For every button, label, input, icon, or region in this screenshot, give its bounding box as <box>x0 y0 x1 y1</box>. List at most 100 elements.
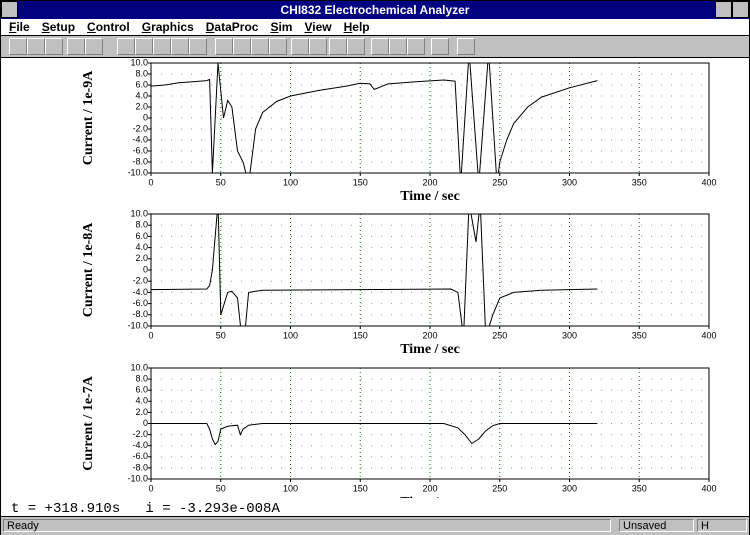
y-tick-label: 6.0 <box>135 79 148 89</box>
x-tick-label: 350 <box>632 177 647 187</box>
y-tick-label: -10.0 <box>127 167 148 177</box>
toolbar-button[interactable] <box>457 38 475 55</box>
y-tick-label: 2.0 <box>135 101 148 111</box>
y-tick-label: -10.0 <box>127 473 148 483</box>
toolbar-button[interactable] <box>371 38 389 55</box>
menu-item[interactable]: DataProc <box>205 20 259 34</box>
y-tick-label: -4.0 <box>132 440 148 450</box>
maximize-button[interactable] <box>732 1 749 18</box>
x-tick-label: 350 <box>632 483 647 493</box>
trace <box>151 423 598 446</box>
x-tick-label: 400 <box>701 483 716 493</box>
toolbar-button[interactable] <box>171 38 189 55</box>
toolbar <box>1 36 749 58</box>
menu-item[interactable]: Sim <box>270 20 293 34</box>
toolbar-button[interactable] <box>153 38 171 55</box>
toolbar-button[interactable] <box>251 38 269 55</box>
toolbar-button[interactable] <box>347 38 365 55</box>
toolbar-button[interactable] <box>291 38 309 55</box>
plot-frame <box>150 213 710 327</box>
y-tick-label: 4.0 <box>135 396 148 406</box>
toolbar-button[interactable] <box>269 38 287 55</box>
title-bar: CHI832 Electrochemical Analyzer <box>1 1 749 19</box>
y-tick-label: -4.0 <box>132 134 148 144</box>
x-tick-label: 150 <box>353 483 368 493</box>
y-tick-label: 2.0 <box>135 253 148 263</box>
x-tick-label: 200 <box>422 177 437 187</box>
toolbar-button[interactable] <box>431 38 449 55</box>
y-tick-label: 8.0 <box>135 373 148 383</box>
x-tick-label: 50 <box>216 330 226 340</box>
y-axis-label: Current / 1e-9A <box>81 70 96 165</box>
y-tick-label: 10.0 <box>130 58 148 67</box>
toolbar-button[interactable] <box>407 38 425 55</box>
x-tick-label: 50 <box>216 483 226 493</box>
toolbar-button[interactable] <box>389 38 407 55</box>
y-tick-label: 0 <box>143 264 148 274</box>
y-tick-label: -6.0 <box>132 298 148 308</box>
x-tick-label: 50 <box>216 177 226 187</box>
x-tick-label: 0 <box>148 483 153 493</box>
toolbar-button[interactable] <box>233 38 251 55</box>
menu-item[interactable]: View <box>304 20 332 34</box>
trace <box>151 214 598 326</box>
y-tick-label: -2.0 <box>132 429 148 439</box>
status-mode: H <box>697 519 747 532</box>
x-tick-label: 150 <box>353 177 368 187</box>
y-tick-label: 10.0 <box>130 208 148 218</box>
x-tick-label: 350 <box>632 330 647 340</box>
y-axis-label: Current / 1e-8A <box>81 222 96 317</box>
y-tick-label: -2.0 <box>132 123 148 133</box>
y-tick-label: -6.0 <box>132 451 148 461</box>
toolbar-button[interactable] <box>135 38 153 55</box>
y-tick-label: -8.0 <box>132 309 148 319</box>
menu-item[interactable]: Setup <box>41 20 76 34</box>
y-tick-label: 0 <box>143 418 148 428</box>
x-tick-label: 250 <box>492 330 507 340</box>
x-axis-label: Time / sec <box>400 342 460 357</box>
y-tick-label: 6.0 <box>135 231 148 241</box>
toolbar-button[interactable] <box>45 38 63 55</box>
x-tick-label: 0 <box>148 330 153 340</box>
toolbar-button[interactable] <box>189 38 207 55</box>
menu-item[interactable]: File <box>9 20 30 34</box>
x-axis-label: Time / sec <box>400 495 460 498</box>
y-tick-label: -10.0 <box>127 320 148 330</box>
minimize-button[interactable] <box>715 1 732 18</box>
x-tick-label: 250 <box>492 483 507 493</box>
x-tick-label: 100 <box>283 330 298 340</box>
x-tick-label: 300 <box>562 483 577 493</box>
status-file: Unsaved <box>619 519 694 532</box>
y-tick-label: 4.0 <box>135 90 148 100</box>
toolbar-button[interactable] <box>309 38 327 55</box>
x-tick-label: 250 <box>492 177 507 187</box>
y-tick-label: 2.0 <box>135 407 148 417</box>
menu-item[interactable]: Control <box>87 20 130 34</box>
plots: 10.08.06.04.02.00-2.0-4.0-6.0-8.0-10.00 5… <box>81 58 716 498</box>
toolbar-button[interactable] <box>215 38 233 55</box>
y-tick-label: -6.0 <box>132 145 148 155</box>
system-menu[interactable] <box>1 1 18 18</box>
y-tick-label: 6.0 <box>135 385 148 395</box>
y-tick-label: -4.0 <box>132 287 148 297</box>
y-tick-label: -8.0 <box>132 462 148 472</box>
cursor-readout: t = +318.910s i = -3.293e-008A <box>11 501 280 517</box>
x-tick-label: 400 <box>701 330 716 340</box>
trace <box>151 63 598 173</box>
toolbar-button[interactable] <box>9 38 27 55</box>
toolbar-button[interactable] <box>85 38 103 55</box>
y-tick-label: 8.0 <box>135 68 148 78</box>
toolbar-button[interactable] <box>117 38 135 55</box>
status-state: Ready <box>3 519 611 532</box>
menu-item[interactable]: Help <box>343 20 370 34</box>
x-tick-label: 100 <box>283 483 298 493</box>
toolbar-button[interactable] <box>329 38 347 55</box>
y-tick-label: 8.0 <box>135 220 148 230</box>
y-tick-label: -2.0 <box>132 276 148 286</box>
y-tick-label: 4.0 <box>135 242 148 252</box>
toolbar-button[interactable] <box>27 38 45 55</box>
y-tick-label: -8.0 <box>132 156 148 166</box>
toolbar-button[interactable] <box>67 38 85 55</box>
menu-item[interactable]: Graphics <box>141 20 194 34</box>
